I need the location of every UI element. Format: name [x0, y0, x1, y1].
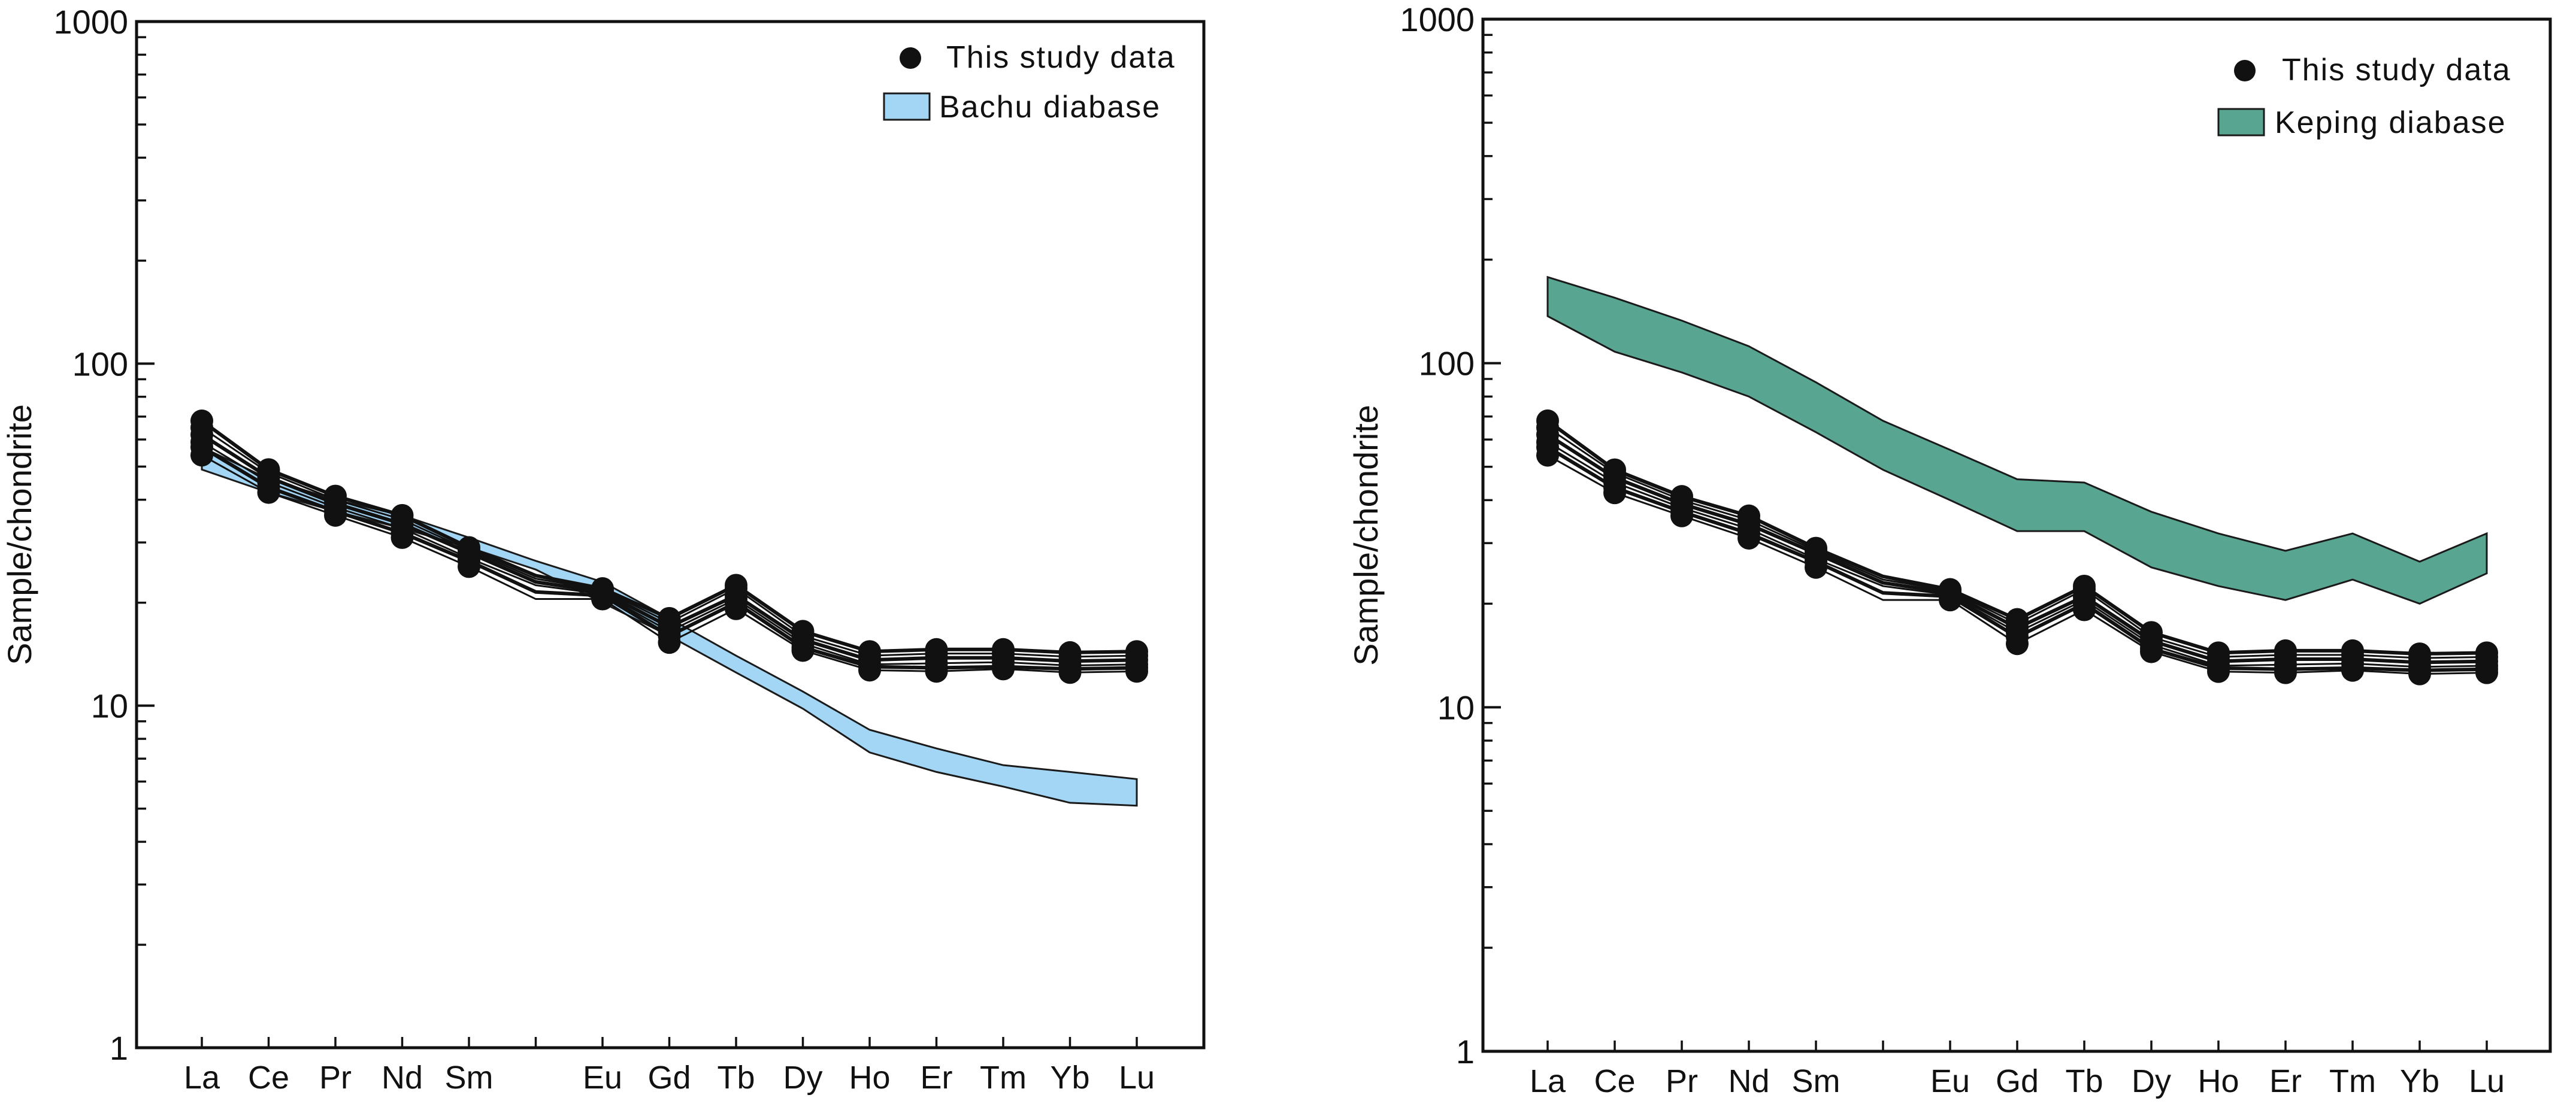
data-point	[391, 526, 414, 549]
data-point	[2475, 661, 2498, 684]
data-point	[1536, 444, 1559, 467]
data-point	[1737, 526, 1760, 550]
x-tick-label: Er	[921, 1060, 953, 1096]
data-point	[858, 659, 881, 682]
x-tick-label: Ce	[1594, 1063, 1635, 1099]
data-point	[1670, 504, 1693, 527]
data-point	[1603, 481, 1626, 505]
data-point	[458, 555, 480, 578]
x-tick-label: Tb	[717, 1060, 755, 1096]
x-tick-label: La	[184, 1060, 220, 1096]
x-tick-label: Yb	[2400, 1063, 2439, 1099]
y-axis-title: Sample/chondrite	[1, 404, 38, 665]
x-tick-label: Ho	[2197, 1063, 2239, 1099]
x-tick-label: Ce	[248, 1060, 289, 1096]
legend-dot-marker	[900, 47, 921, 69]
x-tick-label: Pr	[1666, 1063, 1698, 1099]
legend-points-label: This study data	[946, 40, 1176, 75]
x-tick-label: Tb	[2065, 1063, 2103, 1099]
data-point	[257, 481, 280, 504]
plot-frame	[135, 20, 1206, 1050]
y-tick-label: 1000	[53, 3, 128, 41]
y-tick-label: 1000	[1400, 1, 1475, 38]
x-tick-label: Dy	[2132, 1063, 2171, 1099]
y-tick-label: 100	[72, 345, 128, 383]
band-area	[1546, 275, 2488, 605]
x-tick-label: La	[1530, 1063, 1566, 1099]
data-point	[2140, 640, 2163, 663]
data-point	[1805, 556, 1827, 579]
data-point	[2073, 598, 2096, 621]
y-tick-label: 1	[1456, 1033, 1475, 1070]
legend-dot-marker	[2234, 60, 2256, 81]
legend-band-label: Keping diabase	[2275, 105, 2507, 140]
data-point	[1939, 589, 1961, 612]
y-tick-label: 10	[91, 687, 128, 725]
data-point	[925, 660, 948, 683]
data-point	[2408, 662, 2431, 686]
x-tick-label: Gd	[1996, 1063, 2039, 1099]
y-tick-label: 10	[1437, 689, 1475, 726]
data-point	[190, 444, 213, 467]
legend-band-label: Bachu diabase	[939, 90, 1161, 125]
data-point	[591, 587, 614, 611]
data-point	[725, 597, 747, 620]
data-point	[2341, 659, 2364, 682]
x-tick-label: Nd	[1728, 1063, 1769, 1099]
data-point	[1125, 660, 1148, 683]
plot-frame	[1481, 17, 2552, 1053]
legend-points-label: This study data	[2282, 53, 2511, 87]
data-point	[658, 631, 681, 654]
data-point	[992, 657, 1015, 681]
legend-band-swatch	[2217, 108, 2265, 137]
x-tick-label: Sm	[445, 1060, 494, 1096]
x-tick-label: Sm	[1792, 1063, 1841, 1099]
data-point	[2006, 632, 2029, 656]
x-tick-label: Ho	[849, 1060, 890, 1096]
x-tick-label: Eu	[1930, 1063, 1970, 1099]
x-tick-label: Gd	[647, 1060, 691, 1096]
x-tick-label: Dy	[783, 1060, 823, 1096]
x-tick-label: Tm	[2329, 1063, 2376, 1099]
x-tick-label: Lu	[1119, 1060, 1155, 1096]
x-tick-label: Nd	[382, 1060, 423, 1096]
chart-keping: 1 10 100 1000 Sample/chondrite La Ce Pr Nd Sm Eu Gd…	[1347, 1, 2552, 1099]
x-tick-label: Tm	[980, 1060, 1027, 1096]
legend-band-swatch	[883, 92, 931, 121]
data-point	[1058, 661, 1082, 684]
y-axis-title: Sample/chondrite	[1347, 405, 1385, 666]
x-tick-label: Eu	[583, 1060, 622, 1096]
data-point	[791, 639, 815, 662]
chart-bachu: 1 10 100 1000 Sample/chondrite La Ce Pr Nd Sm Eu Gd…	[1, 3, 1206, 1096]
x-tick-label: Lu	[2469, 1063, 2505, 1099]
data-point	[324, 504, 347, 527]
x-tick-label: Er	[2269, 1063, 2302, 1099]
data-point	[2207, 660, 2230, 683]
data-point	[2274, 661, 2297, 684]
x-tick-label: Yb	[1050, 1060, 1089, 1096]
y-tick-label: 1	[110, 1029, 128, 1067]
y-tick-label: 100	[1419, 345, 1475, 383]
x-tick-label: Pr	[319, 1060, 352, 1096]
